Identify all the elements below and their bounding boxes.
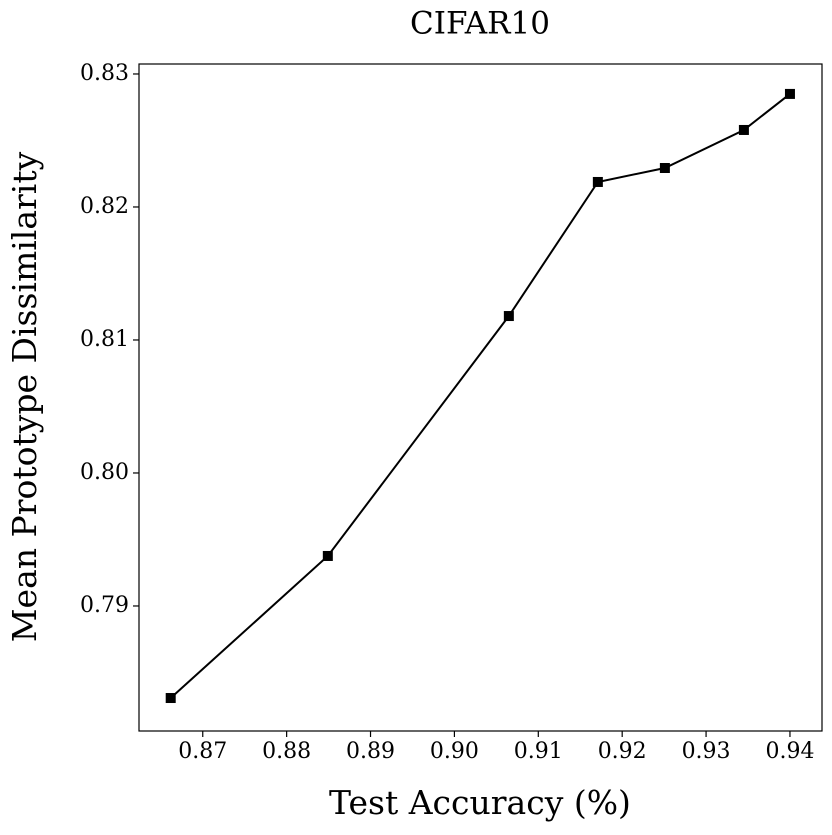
marker (592, 176, 603, 187)
y-tick-label: 0.80 (80, 460, 129, 485)
x-tick-label: 0.88 (262, 739, 311, 764)
line (170, 93, 791, 699)
y-tick-label: 0.83 (80, 61, 129, 86)
plot-frame (138, 63, 823, 732)
x-tick-label: 0.94 (765, 739, 814, 764)
marker (503, 311, 514, 322)
marker (165, 693, 176, 704)
x-tick-label: 0.93 (682, 739, 731, 764)
marker (659, 163, 670, 174)
y-tick-label: 0.82 (80, 194, 129, 219)
chart-title: CIFAR10 (410, 6, 550, 42)
marker (322, 550, 333, 561)
x-tick-label: 0.91 (514, 739, 563, 764)
x-axis-label: Test Accuracy (%) (329, 783, 631, 822)
y-axis-label: Mean Prototype Dissimilarity (5, 151, 44, 642)
x-tick-label: 0.89 (346, 739, 395, 764)
x-tick-label: 0.90 (430, 739, 479, 764)
x-tick-label: 0.87 (178, 739, 227, 764)
y-tick-label: 0.79 (80, 593, 129, 618)
y-tick-label: 0.81 (80, 327, 129, 352)
x-tick-label: 0.92 (598, 739, 647, 764)
marker (784, 88, 795, 99)
marker (738, 124, 749, 135)
